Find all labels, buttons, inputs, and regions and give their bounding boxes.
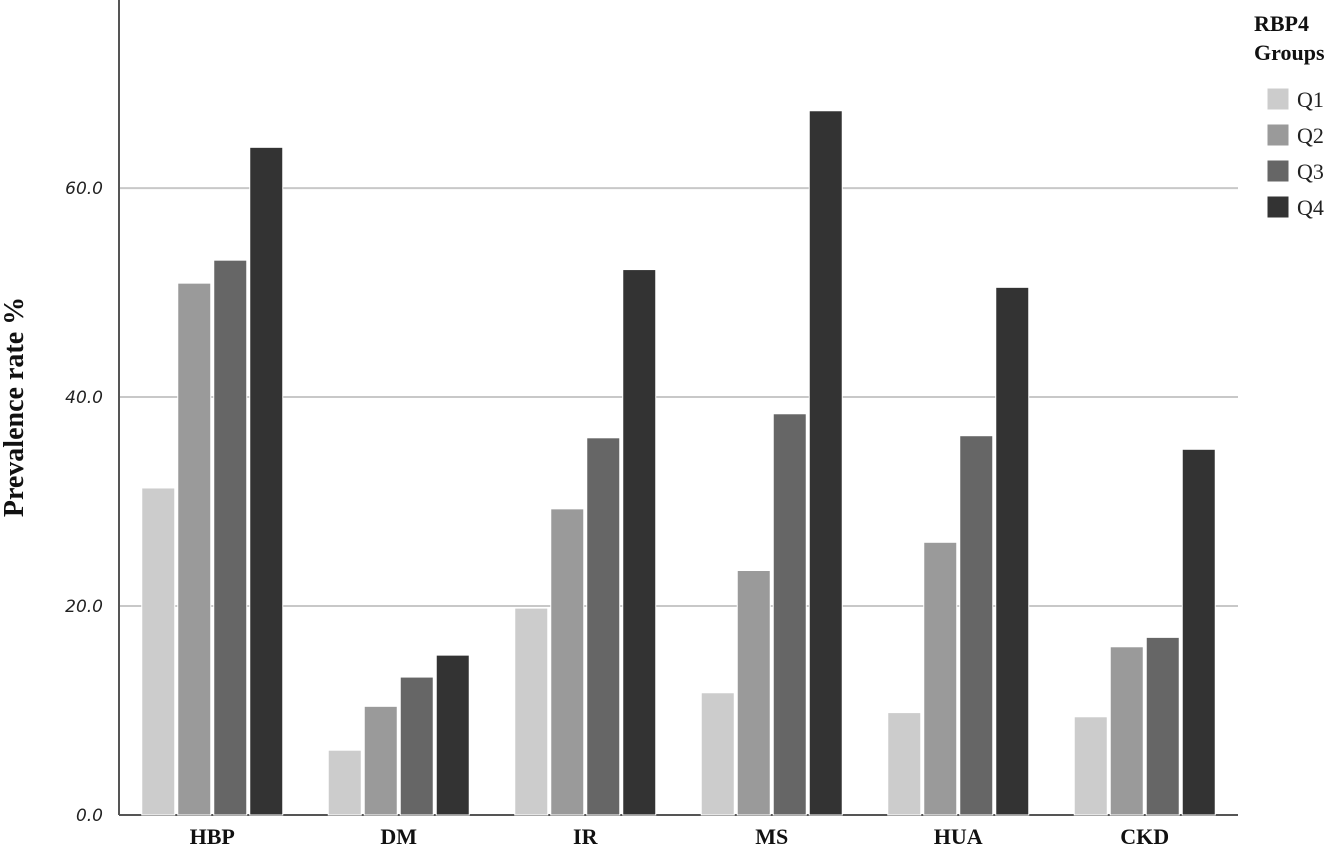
bar-ckd-q1 — [1073, 716, 1108, 816]
legend-swatch-q2 — [1266, 123, 1290, 147]
bar-hbp-q1 — [141, 487, 176, 816]
bar-dm-q2 — [363, 705, 398, 816]
y-tick-label: 20.0 — [65, 597, 103, 617]
y-axis-ticks: 0.0 20.0 40.0 60.0 — [65, 179, 103, 826]
bar-ir-q4 — [622, 269, 657, 816]
bar-ir-q3 — [586, 437, 621, 816]
legend-items: Q1 Q2 Q3 Q4 — [1266, 87, 1324, 220]
x-category-label: IR — [573, 824, 599, 846]
bar-ms-q2 — [736, 570, 771, 816]
legend-label-q4: Q4 — [1297, 195, 1324, 220]
legend-label-q2: Q2 — [1297, 123, 1324, 148]
bar-hbp-q4 — [249, 146, 284, 816]
x-category-label: CKD — [1120, 824, 1169, 846]
bar-dm-q1 — [327, 749, 362, 816]
y-tick-label: 60.0 — [65, 179, 103, 199]
category-labels: HBP DM IR MS HUA CKD — [190, 824, 1170, 846]
legend-title-line2: Groups — [1254, 40, 1325, 65]
bar-hua-q4 — [995, 286, 1030, 816]
bar-hua-q2 — [923, 541, 958, 816]
bar-hbp-q2 — [177, 282, 212, 816]
gridlines — [119, 187, 1238, 608]
legend-swatch-q3 — [1266, 159, 1290, 183]
legend: RBP4 Groups Q1 Q2 Q3 Q4 — [1254, 11, 1325, 220]
bar-dm-q3 — [399, 676, 434, 816]
y-tick-label: 40.0 — [65, 388, 103, 408]
bar-ckd-q2 — [1109, 646, 1144, 816]
bar-dm-q4 — [435, 654, 470, 816]
bars — [141, 110, 1216, 816]
bar-ms-q4 — [808, 110, 843, 816]
x-category-label: DM — [380, 824, 417, 846]
x-category-label: HUA — [934, 824, 983, 846]
y-axis-title: Prevalence rate % — [0, 297, 30, 517]
bar-hua-q1 — [887, 712, 922, 816]
bar-hbp-q3 — [213, 259, 248, 816]
legend-title-line1: RBP4 — [1254, 11, 1309, 36]
y-tick-label: 0.0 — [76, 806, 103, 826]
legend-label-q3: Q3 — [1297, 159, 1324, 184]
bar-ir-q2 — [550, 508, 585, 816]
bar-ckd-q3 — [1145, 636, 1180, 816]
legend-swatch-q1 — [1266, 87, 1290, 111]
bar-ms-q1 — [700, 692, 735, 816]
bar-ir-q1 — [514, 607, 549, 816]
x-category-label: MS — [755, 824, 788, 846]
bar-ms-q3 — [772, 413, 807, 816]
x-category-label: HBP — [190, 824, 235, 846]
legend-swatch-q4 — [1266, 195, 1290, 219]
bar-hua-q3 — [959, 435, 994, 816]
bar-ckd-q4 — [1181, 448, 1216, 816]
legend-label-q1: Q1 — [1297, 87, 1324, 112]
